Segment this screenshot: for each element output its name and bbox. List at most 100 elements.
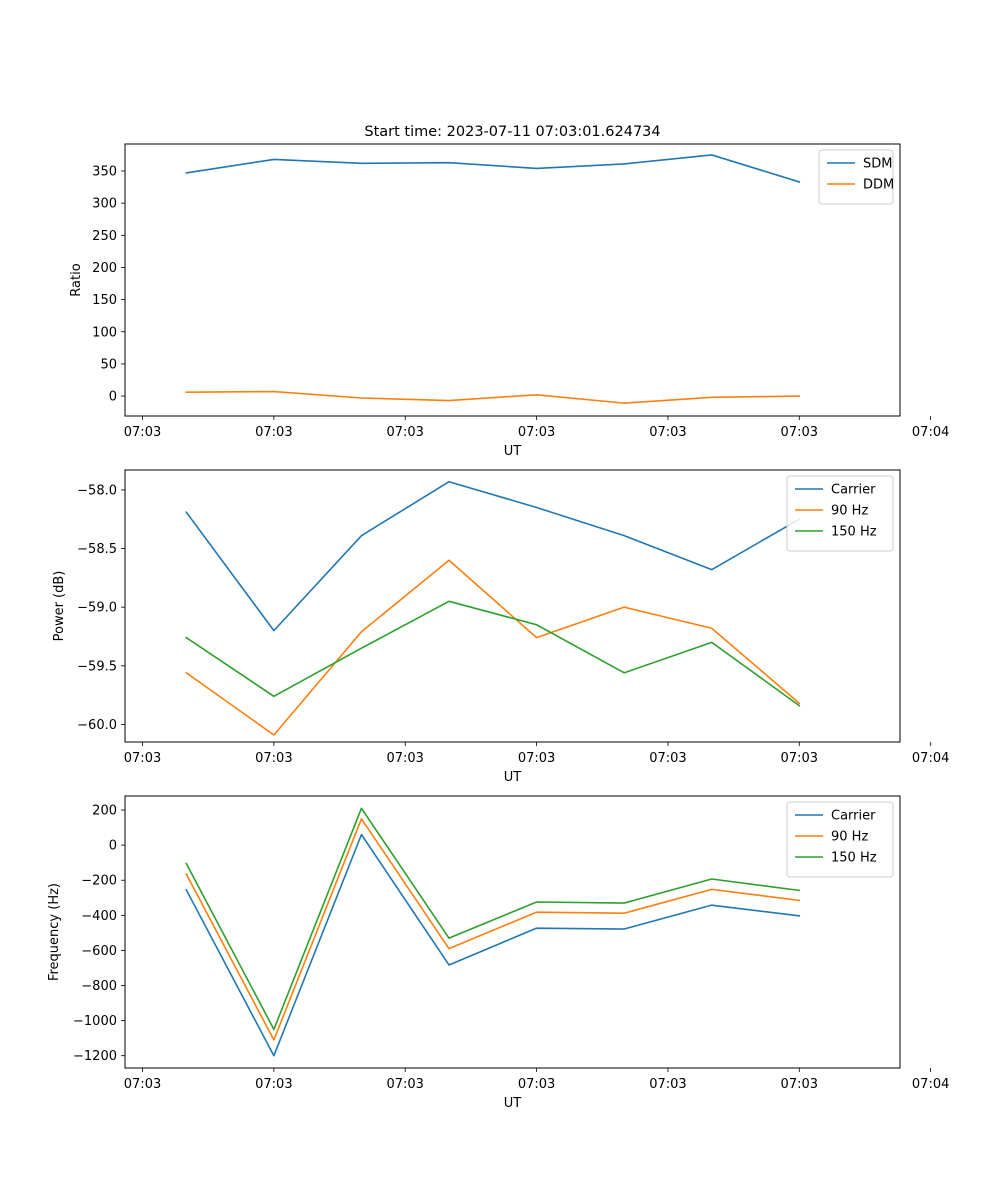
x-tick-label: 07:03: [649, 1077, 686, 1092]
data-point-150-hz: [447, 599, 451, 603]
x-axis-label: UT: [504, 770, 522, 785]
legend-box: [786, 475, 894, 552]
y-tick-label: 150: [92, 293, 117, 308]
data-point-150-hz: [535, 623, 539, 627]
data-point-150-hz: [797, 888, 801, 892]
data-point-150-hz: [184, 862, 188, 866]
x-tick-label: 07:03: [386, 751, 423, 766]
data-point-sdm: [359, 161, 363, 165]
data-point-carrier: [535, 506, 539, 510]
data-point-carrier: [359, 534, 363, 538]
x-tick-label: 07:03: [781, 1077, 818, 1092]
y-tick-label: −59.5: [77, 659, 117, 674]
legend: SDM DDM: [818, 149, 894, 205]
y-tick-label: −400: [81, 909, 117, 924]
legend-label: Carrier: [831, 809, 876, 824]
data-point-sdm: [622, 162, 626, 166]
data-point-carrier: [622, 534, 626, 538]
x-axis-label: UT: [504, 1096, 522, 1111]
data-point-ddm: [622, 401, 626, 405]
data-point-90-hz: [184, 671, 188, 675]
y-tick-label: −60.0: [77, 718, 117, 733]
data-point-150-hz: [710, 640, 714, 644]
axes-frame: [124, 795, 901, 1069]
data-point-sdm: [797, 180, 801, 184]
data-point-150-hz: [710, 877, 714, 881]
data-point-90-hz: [359, 817, 363, 821]
data-point-150-hz: [359, 646, 363, 650]
x-tick-label: 07:04: [912, 425, 949, 440]
data-point-ddm: [184, 390, 188, 394]
data-point-carrier: [710, 903, 714, 907]
figure-title: Start time: 2023-07-11 07:03:01.624734: [364, 124, 660, 140]
y-tick-label: 0: [109, 390, 117, 405]
series-line-ddm: [185, 390, 801, 404]
data-point-90-hz: [710, 626, 714, 630]
legend-label: 150 Hz: [831, 525, 877, 540]
series-line-150-hz: [185, 600, 801, 707]
x-tick-label: 07:03: [649, 751, 686, 766]
series-line-90-hz: [185, 818, 801, 1041]
data-point-sdm: [710, 153, 714, 157]
y-tick-label: −59.0: [77, 601, 117, 616]
y-tick-label: 200: [92, 804, 117, 819]
y-tick-label: −200: [81, 874, 117, 889]
y-tick-label: 350: [92, 165, 117, 180]
y-tick-label: −600: [81, 944, 117, 959]
y-tick-label: −1000: [73, 1014, 117, 1029]
x-tick-label: 07:03: [255, 751, 292, 766]
y-tick-label: −800: [81, 979, 117, 994]
data-point-ddm: [710, 395, 714, 399]
data-point-150-hz: [447, 936, 451, 940]
data-point-ddm: [359, 396, 363, 400]
data-point-90-hz: [710, 887, 714, 891]
legend-label: SDM: [863, 157, 892, 172]
data-point-ddm: [447, 399, 451, 403]
data-point-carrier: [447, 480, 451, 484]
data-point-carrier: [447, 963, 451, 967]
series-line-90-hz: [185, 559, 801, 736]
x-tick-label: 07:03: [255, 425, 292, 440]
data-point-sdm: [535, 166, 539, 170]
legend: Carrier 90 Hz 150 Hz: [786, 475, 894, 552]
y-axis-label: Frequency (Hz): [47, 883, 62, 981]
data-point-150-hz: [622, 901, 626, 905]
data-point-sdm: [272, 157, 276, 161]
data-point-carrier: [359, 833, 363, 837]
x-tick-label: 07:03: [386, 425, 423, 440]
data-point-carrier: [272, 1054, 276, 1058]
chart-panel-1: 07:03 07:03 07:03 07:03 07:03 07:03 07:04 0 50 10…: [69, 143, 949, 459]
series-line-sdm: [185, 154, 801, 183]
x-tick-label: 07:03: [386, 1077, 423, 1092]
y-axis-label: Power (dB): [52, 571, 67, 642]
data-point-90-hz: [272, 733, 276, 737]
data-point-90-hz: [797, 898, 801, 902]
y-tick-label: 300: [92, 197, 117, 212]
data-point-150-hz: [184, 636, 188, 640]
data-point-150-hz: [272, 1027, 276, 1031]
data-point-150-hz: [535, 900, 539, 904]
data-point-ddm: [272, 390, 276, 394]
legend-label: 90 Hz: [831, 830, 868, 845]
x-tick-label: 07:03: [124, 1077, 161, 1092]
legend-label: 90 Hz: [831, 504, 868, 519]
x-tick-label: 07:03: [781, 425, 818, 440]
data-point-90-hz: [447, 947, 451, 951]
chart-panel-2: 07:03 07:03 07:03 07:03 07:03 07:03 07:04 −60.0…: [52, 469, 949, 785]
x-tick-label: 07:03: [255, 1077, 292, 1092]
data-point-90-hz: [622, 605, 626, 609]
data-point-90-hz: [272, 1038, 276, 1042]
y-tick-label: 100: [92, 325, 117, 340]
data-point-150-hz: [622, 671, 626, 675]
x-tick-label: 07:03: [781, 751, 818, 766]
y-tick-label: 250: [92, 229, 117, 244]
data-point-150-hz: [359, 806, 363, 810]
data-point-carrier: [184, 510, 188, 514]
axes-frame: [124, 143, 901, 417]
data-point-90-hz: [535, 636, 539, 640]
legend-label: 150 Hz: [831, 851, 877, 866]
data-point-150-hz: [272, 694, 276, 698]
data-point-sdm: [447, 161, 451, 165]
x-tick-label: 07:03: [124, 425, 161, 440]
data-point-carrier: [622, 927, 626, 931]
